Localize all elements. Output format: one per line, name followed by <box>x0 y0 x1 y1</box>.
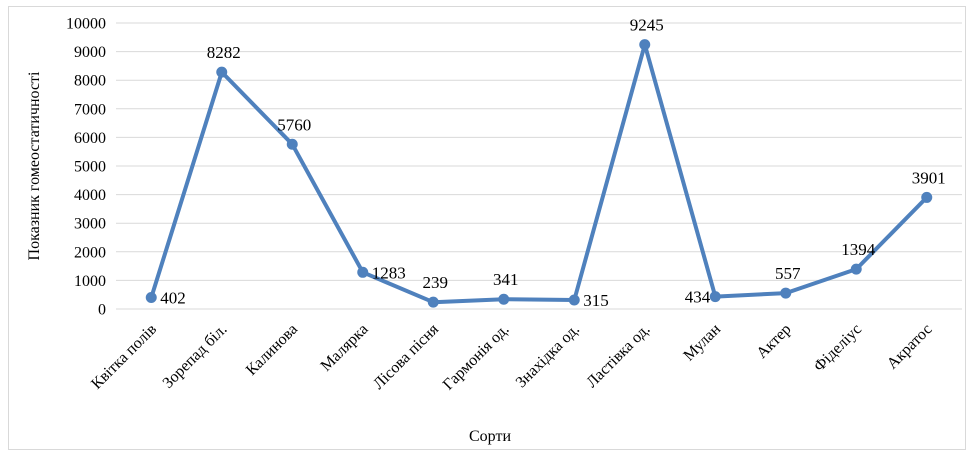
y-tick-label: 2000 <box>74 244 106 261</box>
y-tick-label: 4000 <box>74 187 106 204</box>
y-axis-title: Показник гомеостатичності <box>26 71 43 261</box>
x-axis-title: Сорти <box>469 428 511 445</box>
data-label: 239 <box>423 273 449 292</box>
x-tick-label: Лісова пісня <box>370 320 442 392</box>
data-point <box>286 138 298 150</box>
x-tick-label: Актер <box>753 321 794 362</box>
data-markers <box>145 39 933 308</box>
data-point <box>498 293 510 305</box>
x-tick-label: Мулан <box>680 321 724 365</box>
data-label: 434 <box>685 288 711 307</box>
y-tick-label: 1000 <box>74 273 106 290</box>
data-point <box>639 39 651 51</box>
x-tick-label: Квітка полів <box>88 320 160 392</box>
data-point <box>216 66 228 78</box>
data-label: 402 <box>160 289 186 308</box>
data-label: 341 <box>493 270 519 289</box>
y-tick-label: 9000 <box>74 44 106 61</box>
x-tick-label: Акратос <box>884 321 936 373</box>
data-point <box>850 263 862 275</box>
data-label: 557 <box>775 264 801 283</box>
y-tick-label: 6000 <box>74 130 106 147</box>
data-labels: 402 8282 5760 1283 239 341 315 9245 434 557 1394 39… <box>160 16 946 310</box>
x-tick-label: Знахідка од. <box>513 321 583 391</box>
data-point <box>357 266 369 278</box>
data-label: 8282 <box>207 43 241 62</box>
data-label: 1283 <box>372 263 406 282</box>
x-tick-label: Ластівка од. <box>583 321 653 391</box>
y-tick-label: 7000 <box>74 101 106 118</box>
data-label: 3901 <box>912 168 946 187</box>
x-tick-label: Фіделіус <box>811 321 865 375</box>
data-point <box>780 287 792 299</box>
y-tick-label: 0 <box>98 302 106 319</box>
y-tick-label: 10000 <box>66 16 106 33</box>
data-point <box>921 191 933 203</box>
x-tick-label: Малярка <box>318 321 372 375</box>
series-line <box>149 42 929 305</box>
data-point <box>427 296 439 308</box>
x-tick-label: Гармонія од. <box>440 321 513 394</box>
data-label: 315 <box>583 291 609 310</box>
data-label: 1394 <box>841 240 876 259</box>
y-tick-label: 8000 <box>74 73 106 90</box>
data-point <box>709 291 721 303</box>
data-label: 9245 <box>630 16 664 35</box>
x-tick-label: Калинова <box>243 321 301 379</box>
data-label: 5760 <box>277 115 311 134</box>
x-tick-labels: Квітка полів Зорепад біл. Калинова МаляркаЛ… <box>88 320 935 393</box>
y-tick-labels: 0 1000 2000 3000 4000 5000 6000 7000 8000 9000 100… <box>66 16 106 319</box>
y-tick-label: 3000 <box>74 216 106 233</box>
data-point <box>568 294 580 306</box>
y-tick-label: 5000 <box>74 159 106 176</box>
gridlines <box>116 22 962 310</box>
data-point <box>145 292 157 304</box>
x-tick-label: Зорепад біл. <box>160 321 231 392</box>
